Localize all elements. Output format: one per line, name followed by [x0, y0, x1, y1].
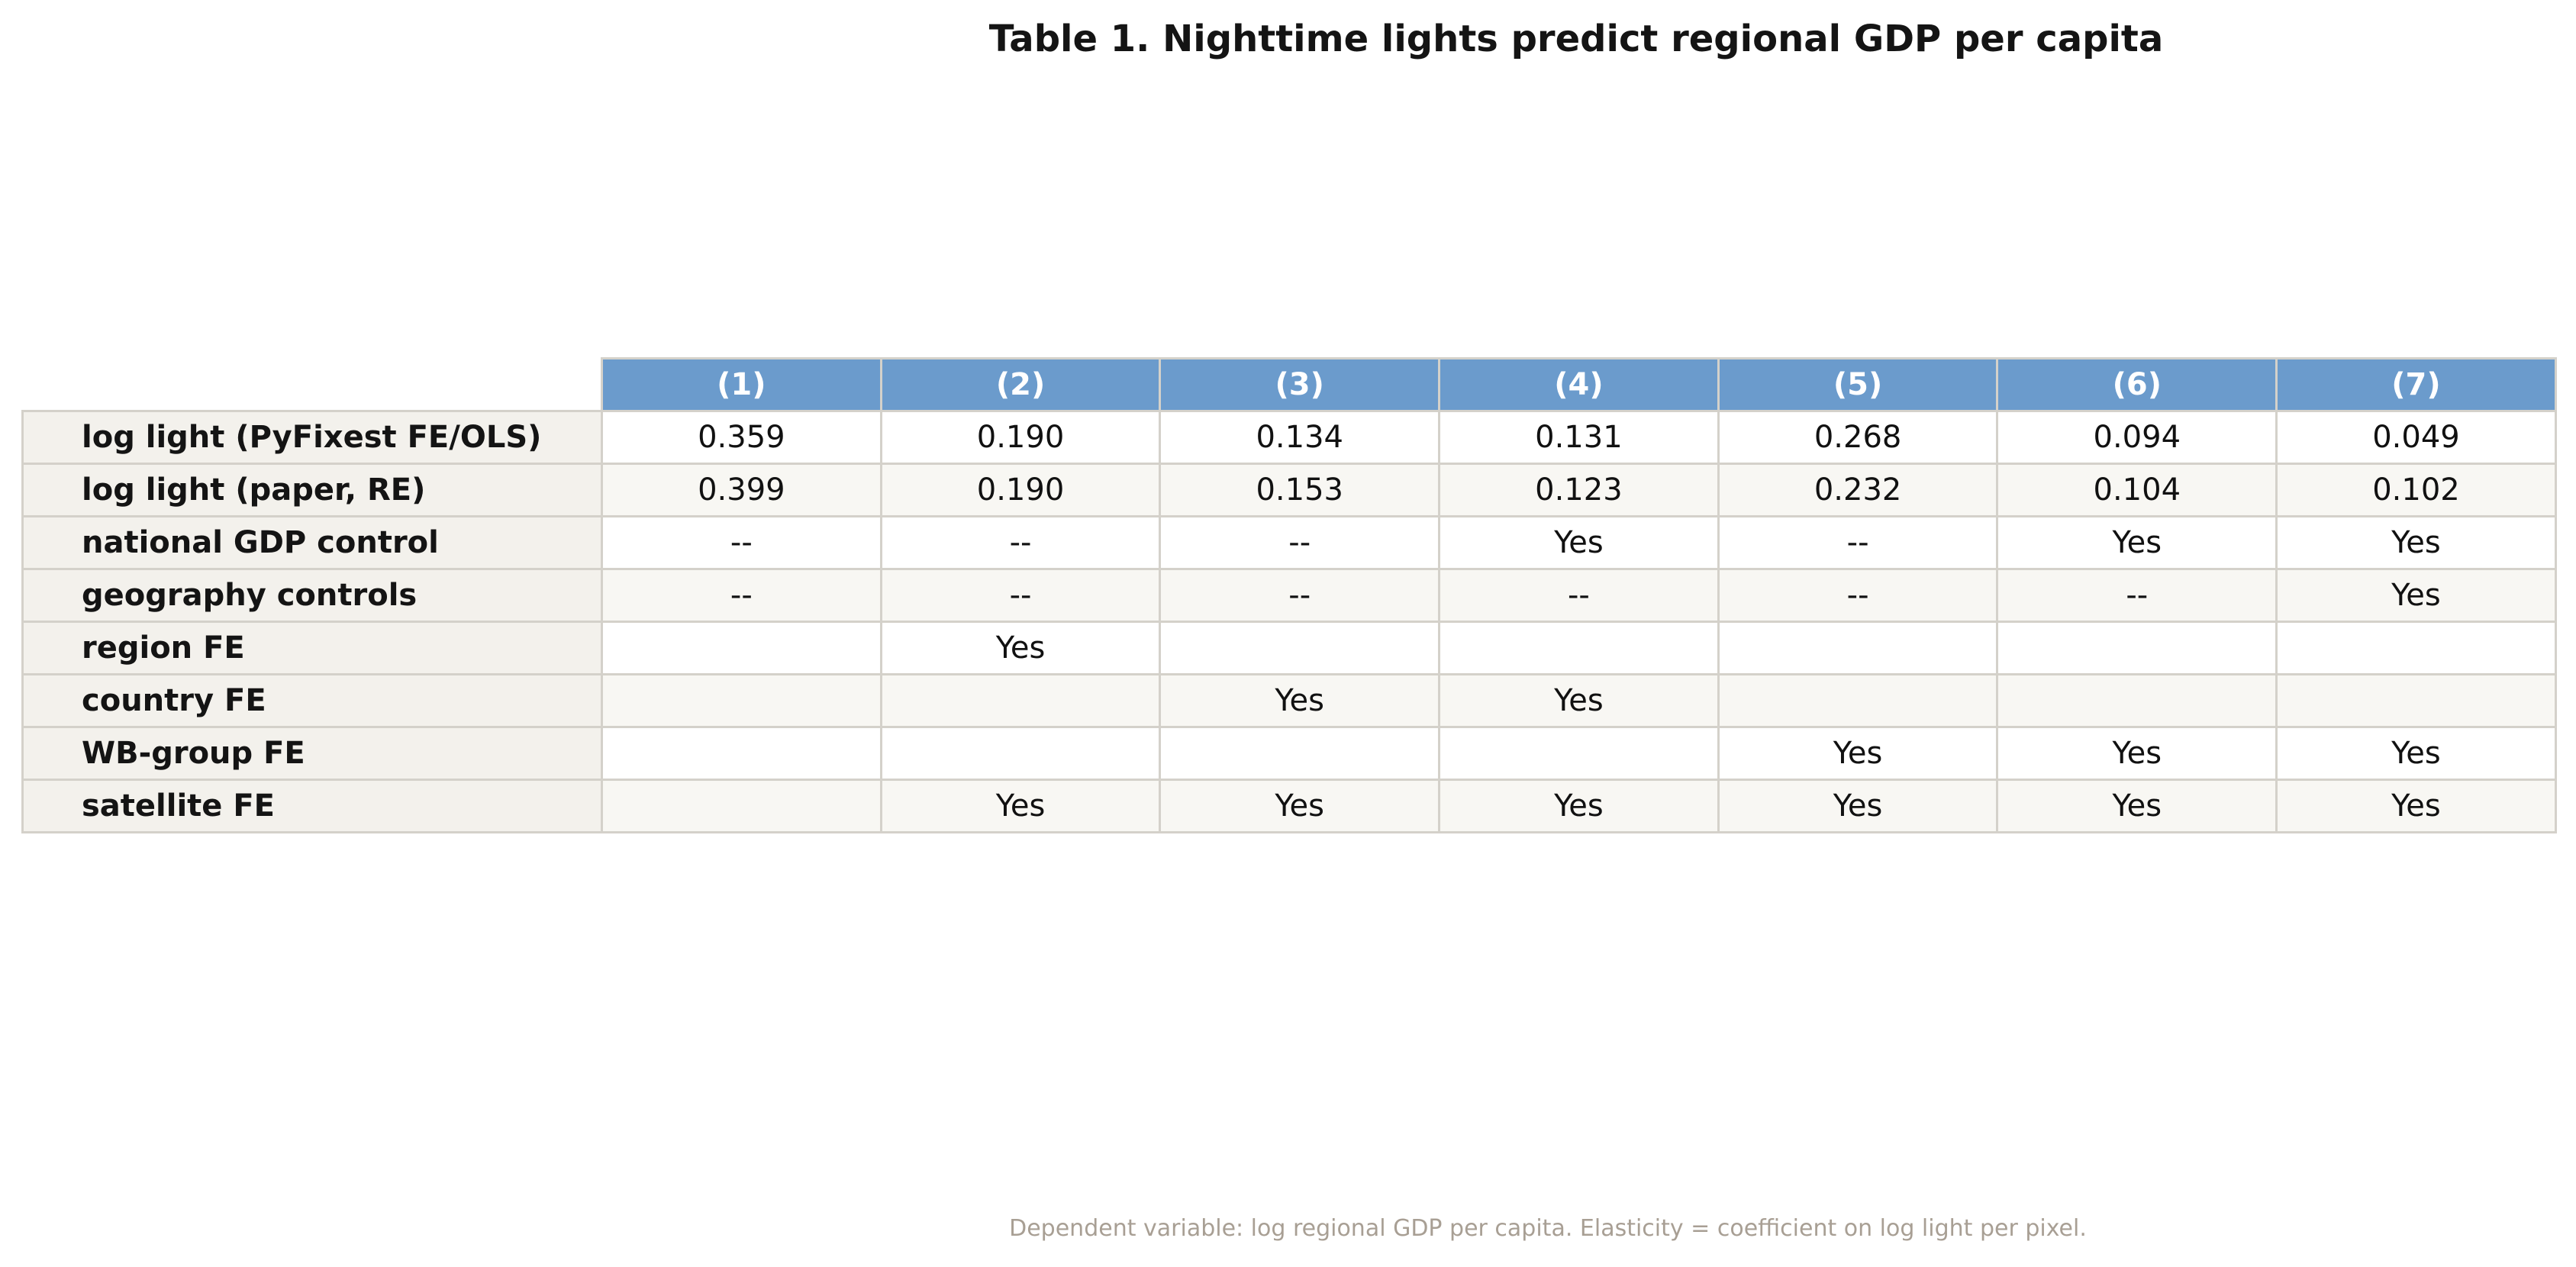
table-cell: 0.153 [1159, 463, 1441, 517]
table-cell: 0.131 [1438, 410, 1720, 465]
table-row: WB-group FE Yes Yes Yes [21, 726, 2557, 781]
row-label: satellite FE [21, 779, 603, 833]
row-label: WB-group FE [21, 726, 603, 781]
table-cell: Yes [1438, 779, 1720, 833]
table-cell [1717, 621, 1999, 675]
table-cell: -- [879, 515, 1162, 570]
table-footnote: Dependent variable: log regional GDP per… [1009, 1215, 2087, 1242]
column-header: (6) [1996, 357, 2278, 412]
table-cell: -- [1438, 568, 1720, 623]
table-cell: -- [1159, 515, 1441, 570]
table-cell: 0.232 [1717, 463, 1999, 517]
table-cell: -- [879, 568, 1162, 623]
table-cell: 0.094 [1996, 410, 2278, 465]
row-label: log light (PyFixest FE/OLS) [21, 410, 603, 465]
table-cell [1438, 621, 1720, 675]
table-row: country FE Yes Yes [21, 673, 2557, 728]
table-cell: Yes [2275, 515, 2557, 570]
table-cell: Yes [1438, 673, 1720, 728]
column-header: (5) [1717, 357, 1999, 412]
table-cell: -- [1717, 568, 1999, 623]
table-cell: Yes [1717, 726, 1999, 781]
table-cell: 0.190 [879, 463, 1162, 517]
column-header: (2) [879, 357, 1162, 412]
table-cell: Yes [1996, 515, 2278, 570]
table-cell: -- [1717, 515, 1999, 570]
table-cell [1717, 673, 1999, 728]
table-cell: 0.102 [2275, 463, 2557, 517]
table-cell: Yes [2275, 779, 2557, 833]
table-cell: -- [1996, 568, 2278, 623]
table-cell [601, 779, 882, 833]
table-row: geography controls -- -- -- -- -- -- Yes [21, 568, 2557, 623]
row-label: log light (paper, RE) [21, 463, 603, 517]
table-row: region FE Yes [21, 621, 2557, 675]
row-label: national GDP control [21, 515, 603, 570]
table-cell [1438, 726, 1720, 781]
table-row: national GDP control -- -- -- Yes -- Yes… [21, 515, 2557, 570]
table-cell: 0.104 [1996, 463, 2278, 517]
table-cell: Yes [1996, 779, 2278, 833]
header-corner [23, 359, 602, 411]
table-row: log light (PyFixest FE/OLS) 0.359 0.190 … [21, 410, 2557, 465]
table-cell [1996, 673, 2278, 728]
table-cell [879, 673, 1162, 728]
column-header: (4) [1438, 357, 1720, 412]
row-label: region FE [21, 621, 603, 675]
table-cell [2275, 621, 2557, 675]
table-cell: Yes [2275, 726, 2557, 781]
table-cell [1996, 621, 2278, 675]
table-cell: 0.049 [2275, 410, 2557, 465]
table-cell: 0.399 [601, 463, 882, 517]
table-cell: 0.268 [1717, 410, 1999, 465]
table-cell [1159, 726, 1441, 781]
table-cell: -- [601, 515, 882, 570]
table-cell: Yes [879, 621, 1162, 675]
column-header-row: (1) (2) (3) (4) (5) (6) (7) [23, 357, 2557, 412]
table-cell [601, 673, 882, 728]
column-header: (7) [2275, 357, 2557, 412]
table-cell: Yes [879, 779, 1162, 833]
table-cell: -- [601, 568, 882, 623]
table-title: Table 1. Nighttime lights predict region… [988, 18, 2164, 60]
table-cell: Yes [1438, 515, 1720, 570]
column-header: (1) [601, 357, 882, 412]
table-cell: 0.123 [1438, 463, 1720, 517]
table-cell: Yes [1996, 726, 2278, 781]
table-row: satellite FE Yes Yes Yes Yes Yes Yes [21, 779, 2557, 833]
table-cell: Yes [1717, 779, 1999, 833]
table-cell [1159, 621, 1441, 675]
row-label: geography controls [21, 568, 603, 623]
regression-results-table: (1) (2) (3) (4) (5) (6) (7) log light (P… [21, 357, 2557, 833]
table-cell: Yes [2275, 568, 2557, 623]
table-cell [879, 726, 1162, 781]
table-cell: -- [1159, 568, 1441, 623]
table-cell [2275, 673, 2557, 728]
table-cell: 0.134 [1159, 410, 1441, 465]
row-label: country FE [21, 673, 603, 728]
table-cell: Yes [1159, 779, 1441, 833]
table-cell: 0.359 [601, 410, 882, 465]
table-cell: Yes [1159, 673, 1441, 728]
table-cell [601, 726, 882, 781]
table-cell [601, 621, 882, 675]
column-header: (3) [1159, 357, 1441, 412]
table-row: log light (paper, RE) 0.399 0.190 0.153 … [21, 463, 2557, 517]
table-cell: 0.190 [879, 410, 1162, 465]
